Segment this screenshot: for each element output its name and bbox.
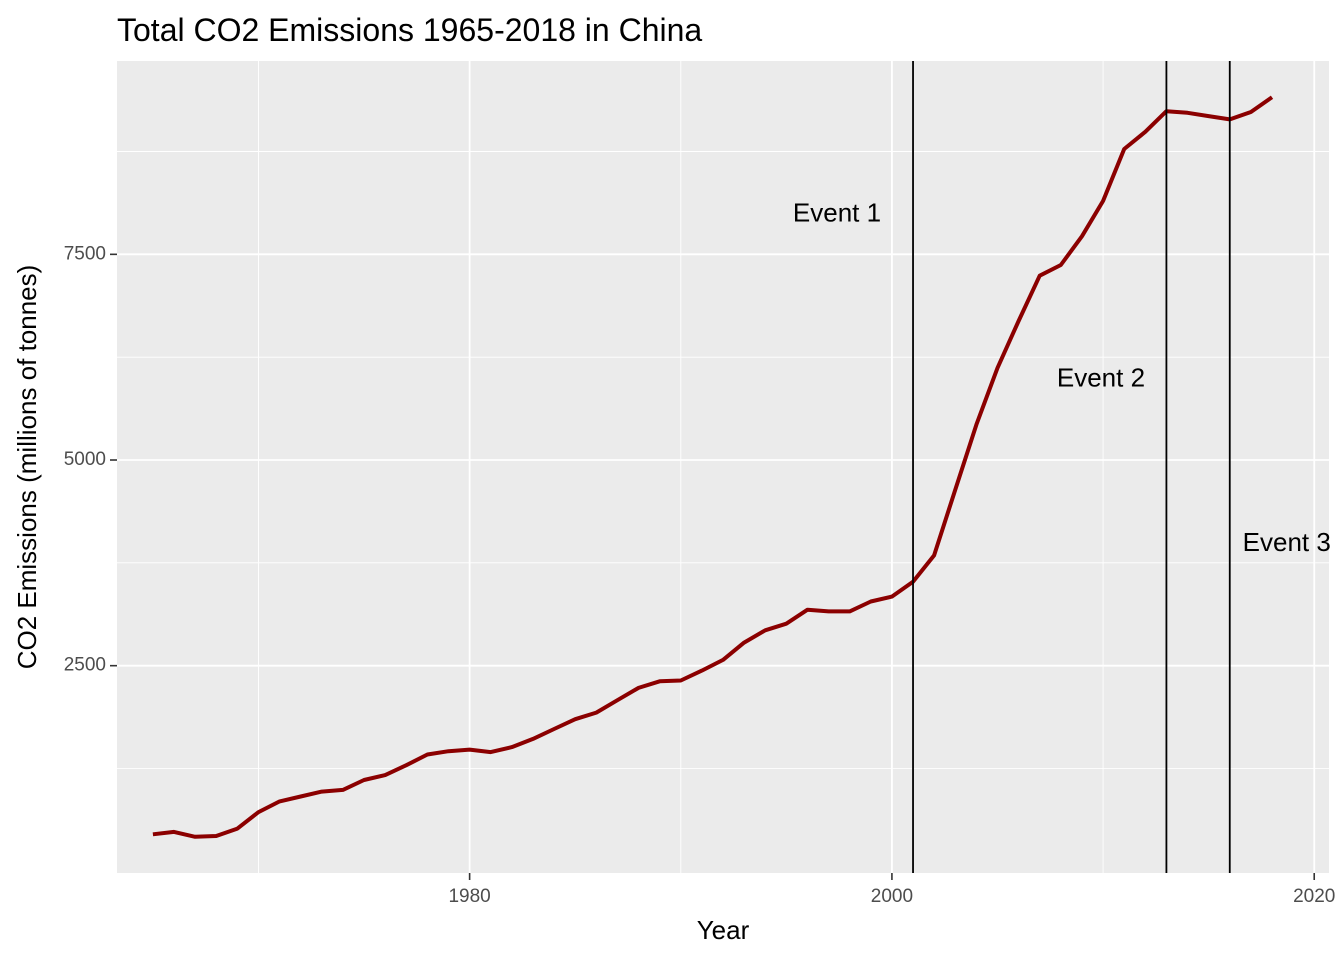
- plot-panel: [117, 61, 1329, 873]
- event-label-2: Event 2: [1057, 362, 1145, 392]
- x-tick-label: 2020: [1293, 886, 1335, 907]
- series-line-0: [152, 95, 1274, 839]
- chart-title: Total CO2 Emissions 1965-2018 in China: [117, 12, 702, 48]
- y-axis-title: CO2 Emissions (millions of tonnes): [12, 265, 42, 670]
- y-axis: 2500 5000 7500: [64, 243, 117, 676]
- y-tick-label: 7500: [64, 243, 106, 264]
- event-label-3: Event 3: [1243, 527, 1331, 557]
- x-tick-label: 1980: [448, 886, 490, 907]
- event-label-1: Event 1: [793, 198, 881, 228]
- x-axis: 1980 2000 2020: [448, 873, 1335, 907]
- x-axis-title: Year: [697, 915, 750, 945]
- x-tick-label: 2000: [871, 886, 913, 907]
- event-lines: [912, 61, 1231, 873]
- y-tick-label: 2500: [64, 655, 106, 676]
- y-tick-label: 5000: [64, 449, 106, 470]
- event-annotations: Event 1 Event 2 Event 3: [793, 198, 1331, 557]
- grid-major: [117, 61, 1329, 873]
- series-layer: [152, 95, 1274, 839]
